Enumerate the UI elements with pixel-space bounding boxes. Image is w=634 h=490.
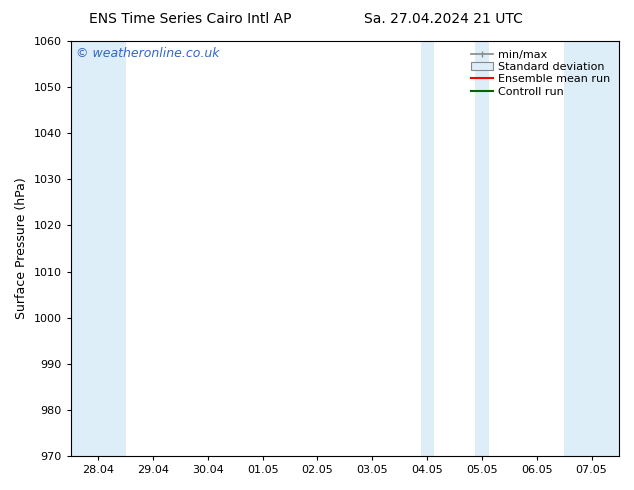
Bar [476, 41, 489, 456]
Bar [420, 41, 434, 456]
Text: © weatheronline.co.uk: © weatheronline.co.uk [76, 47, 220, 60]
Text: Sa. 27.04.2024 21 UTC: Sa. 27.04.2024 21 UTC [365, 12, 523, 26]
Legend: min/max, Standard deviation, Ensemble mean run, Controll run: min/max, Standard deviation, Ensemble me… [468, 47, 614, 100]
Text: ENS Time Series Cairo Intl AP: ENS Time Series Cairo Intl AP [89, 12, 292, 26]
Bar [564, 41, 619, 456]
Bar [71, 41, 126, 456]
Y-axis label: Surface Pressure (hPa): Surface Pressure (hPa) [15, 178, 28, 319]
